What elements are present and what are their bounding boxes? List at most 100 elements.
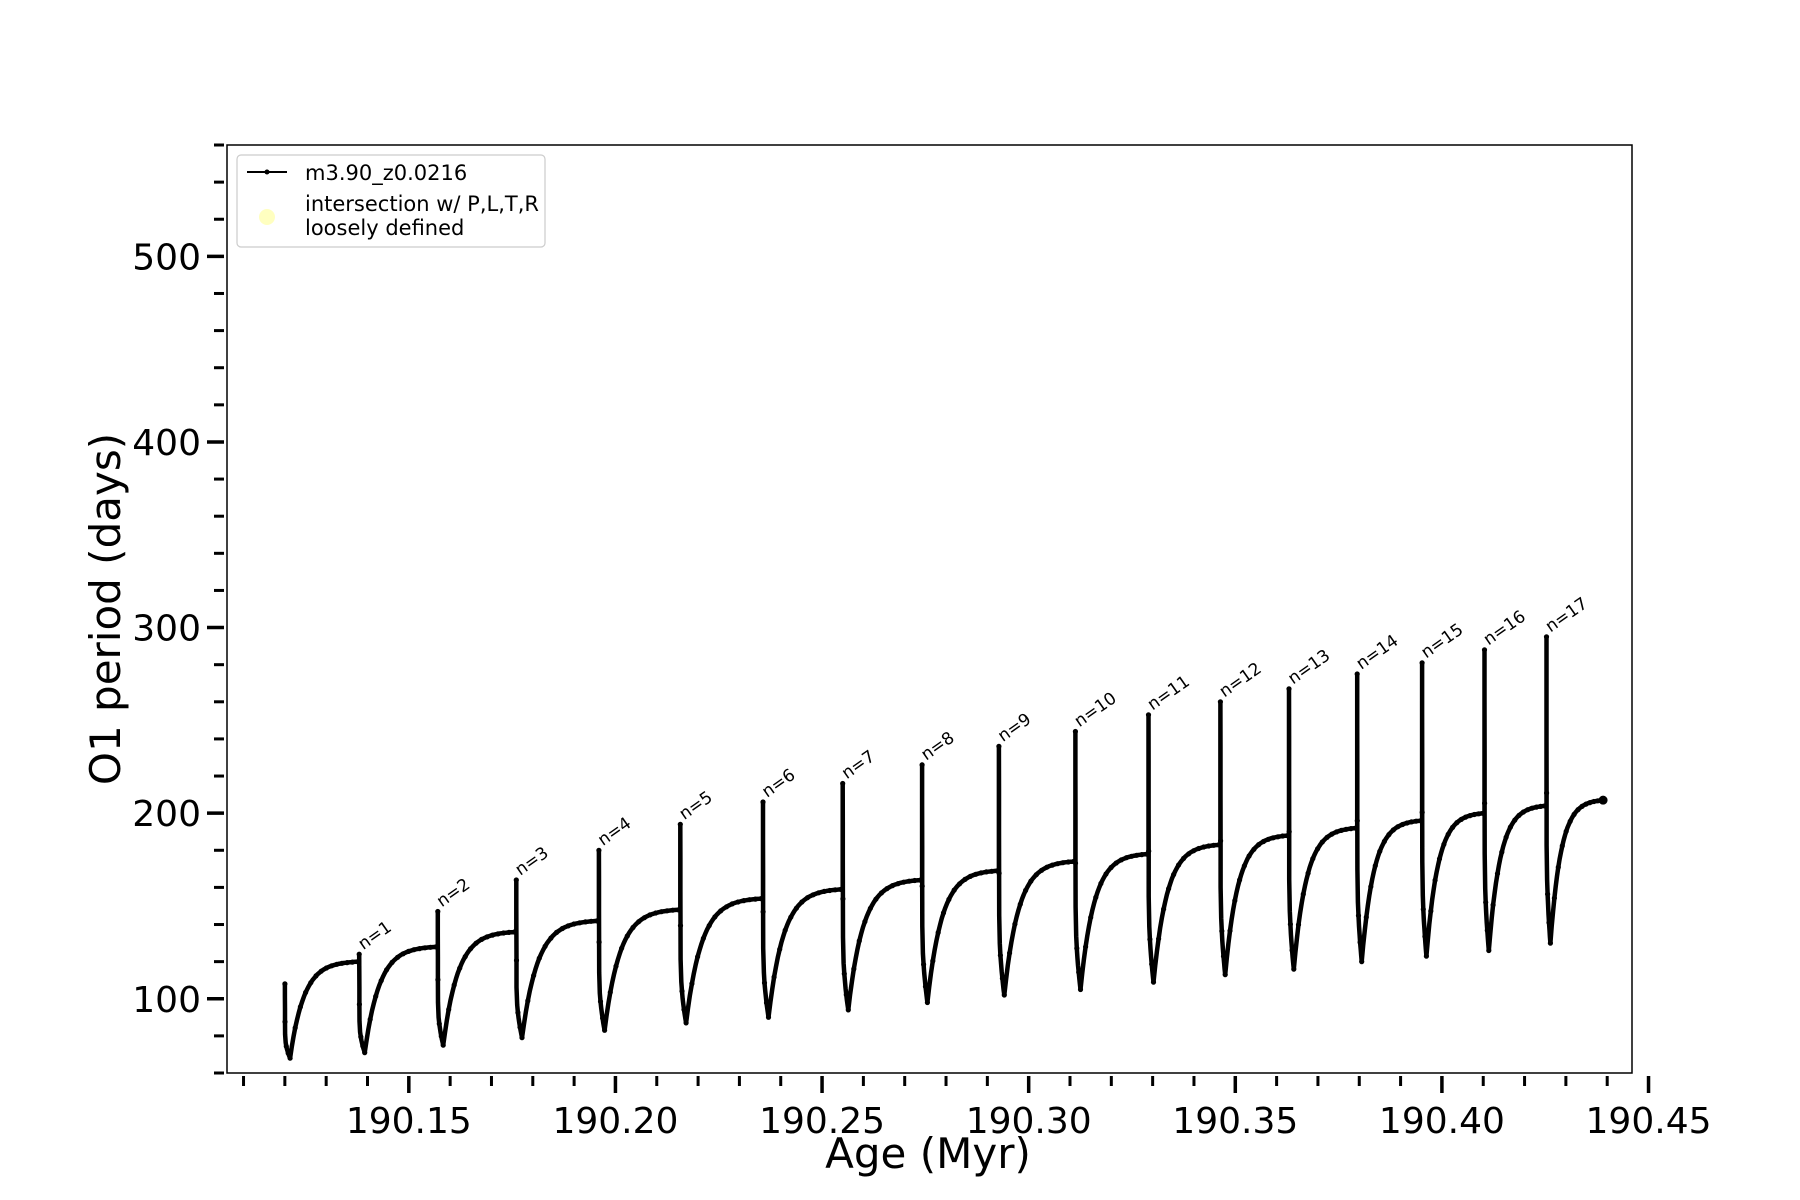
series-point bbox=[1408, 819, 1415, 825]
series-point bbox=[1201, 844, 1207, 850]
series-point bbox=[1265, 836, 1271, 842]
series-point bbox=[1555, 864, 1561, 870]
series-point bbox=[1134, 852, 1140, 858]
series-point bbox=[1072, 860, 1079, 866]
series-point bbox=[395, 954, 401, 960]
series-point bbox=[821, 888, 827, 895]
series-point bbox=[582, 919, 589, 925]
pulse-label: n=13 bbox=[1284, 646, 1334, 689]
y-tick-label: 100 bbox=[132, 980, 201, 1021]
series-point bbox=[1454, 820, 1460, 826]
pulse-label: n=12 bbox=[1216, 659, 1266, 702]
series-point bbox=[1571, 811, 1577, 818]
series-point bbox=[1191, 848, 1197, 854]
series-point bbox=[473, 940, 479, 946]
series-point bbox=[308, 980, 314, 986]
series-point bbox=[1499, 849, 1505, 855]
series-point bbox=[1583, 801, 1589, 807]
series-point bbox=[689, 981, 695, 987]
series-point bbox=[1432, 877, 1438, 883]
series-point bbox=[1156, 936, 1162, 942]
pulse-label: n=7 bbox=[838, 747, 879, 784]
series-point bbox=[400, 951, 406, 957]
series-point bbox=[670, 907, 676, 913]
series-point bbox=[1591, 798, 1597, 805]
series-point bbox=[746, 897, 753, 903]
series-point bbox=[1441, 841, 1447, 847]
y-axis: 100 200 300 400 500 bbox=[132, 237, 224, 1021]
series-line bbox=[282, 634, 1606, 1061]
series-point bbox=[1395, 824, 1401, 830]
series-point bbox=[339, 960, 345, 966]
pulse-label: n=8 bbox=[917, 728, 958, 765]
series-point bbox=[921, 961, 927, 968]
series-point bbox=[1482, 800, 1488, 806]
series-point bbox=[389, 959, 395, 966]
series-point bbox=[1300, 891, 1306, 897]
pulse-label: n=1 bbox=[355, 917, 396, 954]
legend-label-intersection: intersection w/ P,L,T,R loosely defined bbox=[305, 192, 539, 240]
series-point bbox=[416, 946, 423, 952]
series-point bbox=[841, 971, 847, 977]
series-point bbox=[511, 929, 517, 935]
series-point bbox=[436, 1021, 442, 1027]
legend: m3.90_z0.0216 intersection w/ P,L,T,R loo… bbox=[236, 154, 546, 248]
y-tick-label: 500 bbox=[132, 237, 201, 278]
series-point bbox=[594, 918, 600, 924]
series-point bbox=[1055, 861, 1061, 867]
series-point bbox=[1065, 859, 1071, 865]
series-point bbox=[323, 965, 329, 971]
y-tick-label: 200 bbox=[132, 794, 201, 835]
series-point bbox=[940, 910, 947, 916]
series-point bbox=[1334, 829, 1340, 835]
pulse-label: n=14 bbox=[1353, 631, 1403, 674]
series-point bbox=[967, 873, 973, 880]
series-point bbox=[1533, 804, 1539, 810]
x-tick-label: 190.35 bbox=[1172, 1101, 1298, 1142]
series-point bbox=[838, 886, 844, 893]
series-point bbox=[723, 904, 730, 910]
series-point bbox=[548, 935, 554, 941]
series-point bbox=[675, 907, 682, 913]
series-point bbox=[1181, 855, 1187, 862]
series-point bbox=[1147, 936, 1153, 942]
series-point bbox=[356, 1001, 362, 1008]
series-point bbox=[513, 877, 519, 883]
series-point bbox=[1338, 827, 1344, 834]
series-point bbox=[752, 896, 758, 902]
series-point bbox=[1007, 950, 1013, 956]
pulse-label: n=17 bbox=[1542, 594, 1592, 637]
series-point bbox=[793, 905, 800, 911]
series-point bbox=[1088, 914, 1094, 921]
series-point bbox=[1171, 872, 1177, 878]
series-point bbox=[889, 883, 896, 889]
series-point bbox=[777, 946, 783, 952]
series-point bbox=[1543, 634, 1550, 640]
series-point bbox=[1545, 891, 1551, 897]
series-point bbox=[1044, 864, 1050, 870]
series-point bbox=[677, 821, 683, 827]
series-point bbox=[1563, 828, 1569, 834]
series-point bbox=[427, 944, 433, 950]
series-point bbox=[1108, 864, 1114, 871]
series-point bbox=[1467, 813, 1473, 819]
series-point bbox=[1260, 838, 1267, 845]
series-point bbox=[1529, 805, 1535, 811]
series-point bbox=[681, 1007, 687, 1013]
series-point bbox=[679, 988, 685, 994]
series-point bbox=[1077, 986, 1084, 993]
series-point bbox=[1284, 833, 1290, 839]
series-point bbox=[1357, 939, 1363, 946]
series-point bbox=[422, 945, 428, 951]
series-point bbox=[438, 1033, 444, 1039]
series-point bbox=[761, 980, 768, 986]
series-point bbox=[1186, 851, 1192, 857]
series-point bbox=[906, 878, 912, 884]
series-point bbox=[922, 984, 929, 990]
series-point bbox=[695, 954, 701, 960]
series-point bbox=[1458, 816, 1464, 823]
series-point bbox=[468, 946, 474, 952]
series-point bbox=[1445, 831, 1451, 837]
series-point bbox=[354, 959, 361, 965]
